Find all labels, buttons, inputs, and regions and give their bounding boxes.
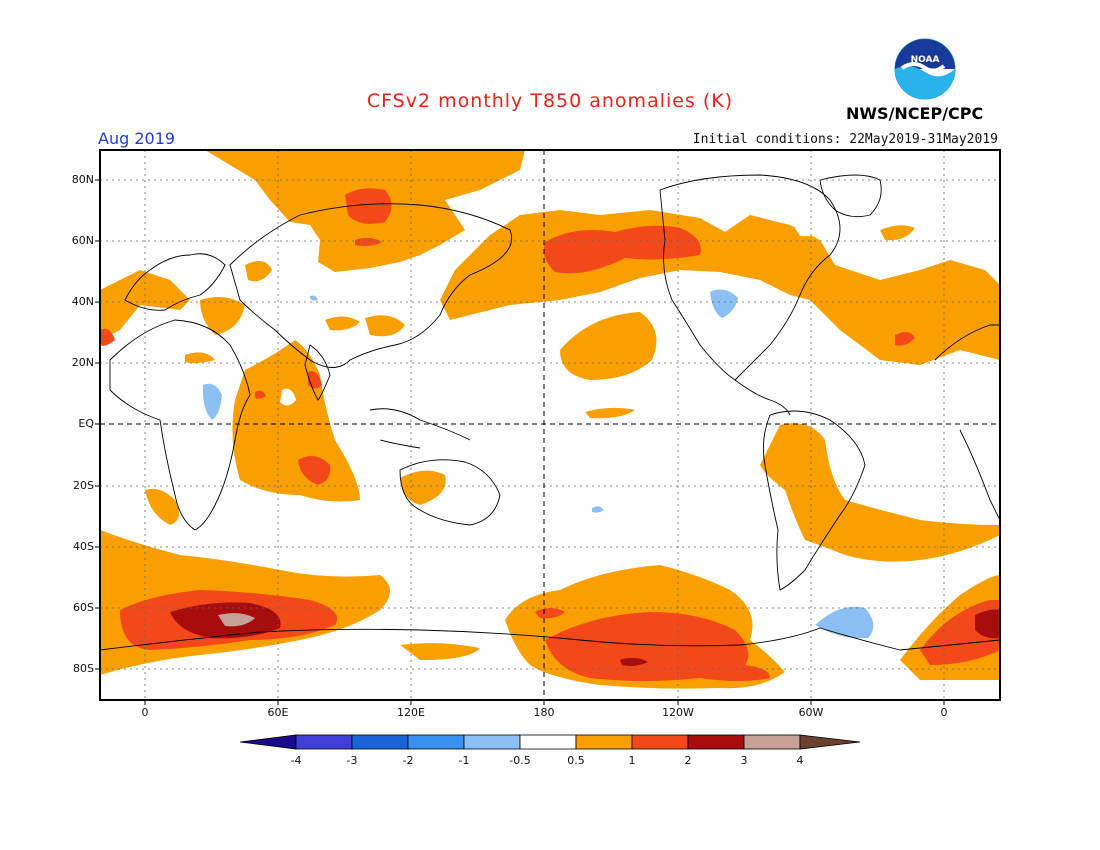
cool-anomaly-africa: [202, 383, 222, 420]
lon-label: 0: [141, 706, 149, 719]
initial-conditions: Initial conditions: 22May2019-31May2019: [692, 132, 998, 147]
map-frame: [99, 149, 1001, 701]
colorbar-label: -1: [458, 754, 470, 767]
colorbar-label: -2: [402, 754, 414, 767]
colorbar-label: -0.5: [509, 754, 531, 767]
colorbar-swatch: [743, 734, 801, 750]
colorbar-swatch: [687, 734, 745, 750]
colorbar: [239, 734, 861, 750]
colorbar-swatch: [351, 734, 409, 750]
colorbar-swatch: [407, 734, 465, 750]
lat-label: 20N: [71, 356, 94, 369]
colorbar-label: 2: [684, 754, 692, 767]
lat-label: 60S: [73, 601, 94, 614]
colorbar-label: 4: [796, 754, 804, 767]
lon-label: 0: [940, 706, 948, 719]
lat-label: 80N: [71, 173, 94, 186]
noaa-logo: NOAA: [894, 38, 956, 100]
lon-label: 60W: [798, 706, 824, 719]
colorbar-label: -4: [290, 754, 302, 767]
gridlines: [100, 150, 1000, 700]
warm-anomaly-siberia-core: [345, 188, 392, 224]
colorbar-swatch: [463, 734, 521, 750]
colorbar-label: 3: [740, 754, 748, 767]
forecast-month: Aug 2019: [98, 129, 176, 148]
lon-label: 120W: [662, 706, 694, 719]
colorbar-swatch-lt-4: [239, 734, 297, 750]
agency-label: NWS/NCEP/CPC: [846, 104, 984, 123]
axis-ticks: [95, 179, 945, 705]
lon-label: 120E: [397, 706, 425, 719]
cool-anomaly-north-america: [710, 289, 738, 318]
lon-label: 180: [533, 706, 555, 719]
colorbar-label: 1: [628, 754, 636, 767]
colorbar-swatch: [295, 734, 353, 750]
warm-anomaly-indian-ocean: [232, 340, 360, 502]
chart-title: CFSv2 monthly T850 anomalies (K): [366, 90, 734, 112]
lat-label: 40S: [73, 540, 94, 553]
colorbar-swatch: [519, 734, 577, 750]
lat-label: EQ: [78, 417, 94, 430]
coastlines: [100, 174, 1000, 700]
colorbar-swatch: [631, 734, 689, 750]
lat-label: 20S: [73, 479, 94, 492]
lat-label: 40N: [71, 295, 94, 308]
colorbar-label: 0.5: [567, 754, 585, 767]
lat-label: 60N: [71, 234, 94, 247]
colorbar-label: -3: [346, 754, 358, 767]
cool-anomaly-weddell: [815, 606, 874, 639]
colorbar-swatch: [575, 734, 633, 750]
warm-anomaly-alaska-core: [543, 225, 701, 274]
equator-dateline: [100, 150, 1000, 700]
lon-label: 60E: [267, 706, 289, 719]
logo-text: NOAA: [911, 55, 940, 65]
warm-anomaly-south-america: [760, 423, 1000, 562]
warm-anomaly-central-pacific: [560, 312, 657, 380]
colorbar-swatch-gt-4: [799, 734, 861, 750]
anomaly-shading: [100, 150, 1000, 689]
lat-label: 80S: [73, 662, 94, 675]
